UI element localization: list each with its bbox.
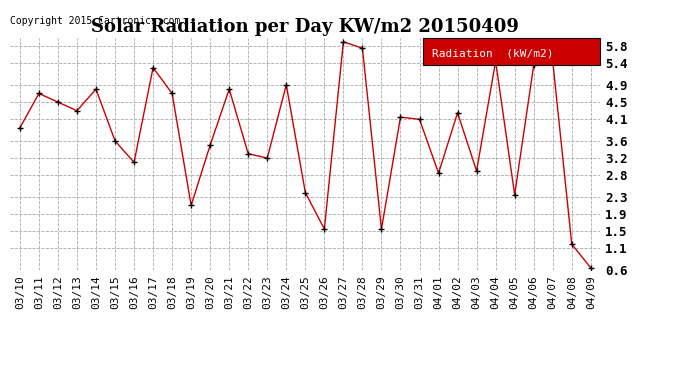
Text: Radiation  (kW/m2): Radiation (kW/m2) — [432, 48, 553, 58]
Title: Solar Radiation per Day KW/m2 20150409: Solar Radiation per Day KW/m2 20150409 — [91, 18, 520, 36]
Text: Copyright 2015 Cartronics.com: Copyright 2015 Cartronics.com — [10, 16, 181, 26]
FancyBboxPatch shape — [423, 38, 600, 65]
